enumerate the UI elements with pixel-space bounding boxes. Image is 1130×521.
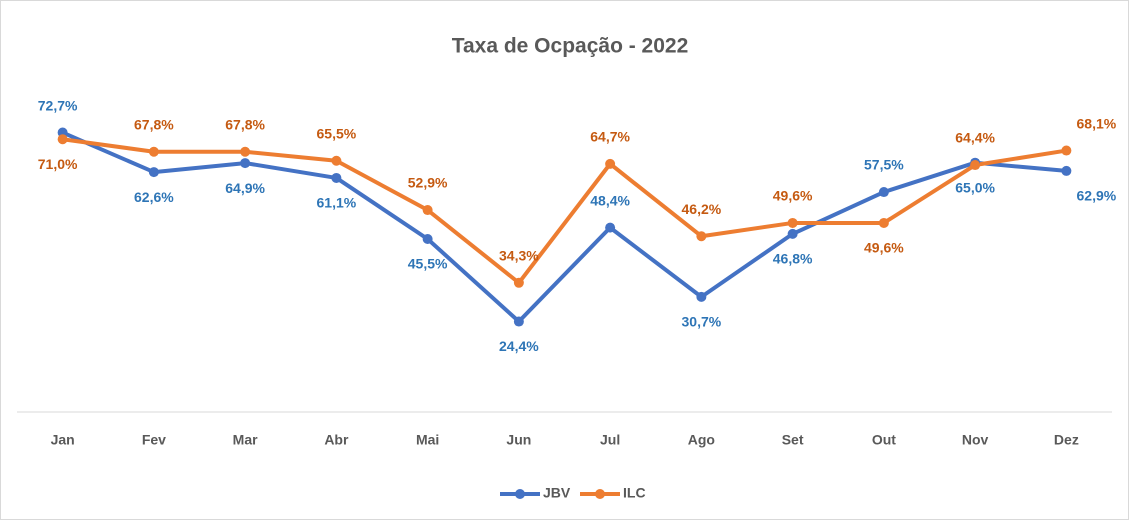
data-label: 67,8% — [225, 116, 265, 132]
legend-label: JBV — [543, 485, 571, 501]
data-label: 61,1% — [317, 195, 357, 211]
data-label: 49,6% — [864, 240, 904, 256]
data-label: 46,2% — [682, 201, 722, 217]
x-tick-label: Mar — [233, 432, 258, 448]
data-label: 71,0% — [38, 156, 78, 172]
point — [878, 217, 889, 228]
point — [787, 228, 798, 239]
x-tick-label: Dez — [1054, 432, 1079, 448]
x-tick-label: Fev — [142, 432, 166, 448]
data-label: 64,9% — [225, 180, 265, 196]
point — [970, 160, 981, 171]
x-tick-label: Abr — [324, 432, 349, 448]
data-label: 52,9% — [408, 175, 448, 191]
x-tick-label: Jun — [506, 432, 531, 448]
point — [513, 316, 524, 327]
point — [513, 277, 524, 288]
legend-marker — [515, 489, 525, 499]
x-tick-label: Jul — [600, 432, 620, 448]
point — [422, 233, 433, 244]
data-label: 64,7% — [590, 129, 630, 145]
data-label: 62,9% — [1077, 188, 1117, 204]
x-tick-label: Ago — [688, 432, 715, 448]
point — [787, 217, 798, 228]
x-tick-label: Jan — [51, 432, 75, 448]
data-label: 46,8% — [773, 251, 813, 267]
x-tick-label: Out — [872, 432, 896, 448]
data-label: 24,4% — [499, 338, 539, 354]
data-label: 57,5% — [864, 157, 904, 173]
point — [57, 134, 68, 145]
point — [1061, 165, 1072, 176]
x-tick-label: Nov — [962, 432, 989, 448]
point — [878, 187, 889, 198]
data-label: 62,6% — [134, 189, 174, 205]
x-tick-label: Mai — [416, 432, 439, 448]
point — [605, 158, 616, 169]
point — [605, 222, 616, 233]
point — [1061, 145, 1072, 156]
data-label: 68,1% — [1077, 115, 1117, 131]
point — [148, 146, 159, 157]
data-label: 49,6% — [773, 188, 813, 204]
data-label: 64,4% — [955, 130, 995, 146]
point — [148, 167, 159, 178]
series-line — [62, 137, 1067, 285]
data-label: 67,8% — [134, 116, 174, 132]
data-label: 65,0% — [955, 179, 995, 195]
data-label: 72,7% — [38, 97, 78, 113]
point — [331, 155, 342, 166]
chart-title: Taxa de Ocpação - 2022 — [452, 35, 689, 58]
point — [331, 172, 342, 183]
point — [240, 146, 251, 157]
point — [696, 291, 707, 302]
legend-marker — [595, 489, 605, 499]
data-label: 45,5% — [408, 256, 448, 272]
data-label: 65,5% — [317, 125, 357, 141]
legend-label: ILC — [623, 485, 646, 501]
data-label: 48,4% — [590, 192, 630, 208]
point — [240, 158, 251, 169]
data-label: 34,3% — [499, 248, 539, 264]
point — [422, 205, 433, 216]
x-tick-label: Set — [782, 432, 804, 448]
point — [696, 231, 707, 242]
data-label: 30,7% — [682, 314, 722, 330]
series-line — [61, 130, 1067, 324]
